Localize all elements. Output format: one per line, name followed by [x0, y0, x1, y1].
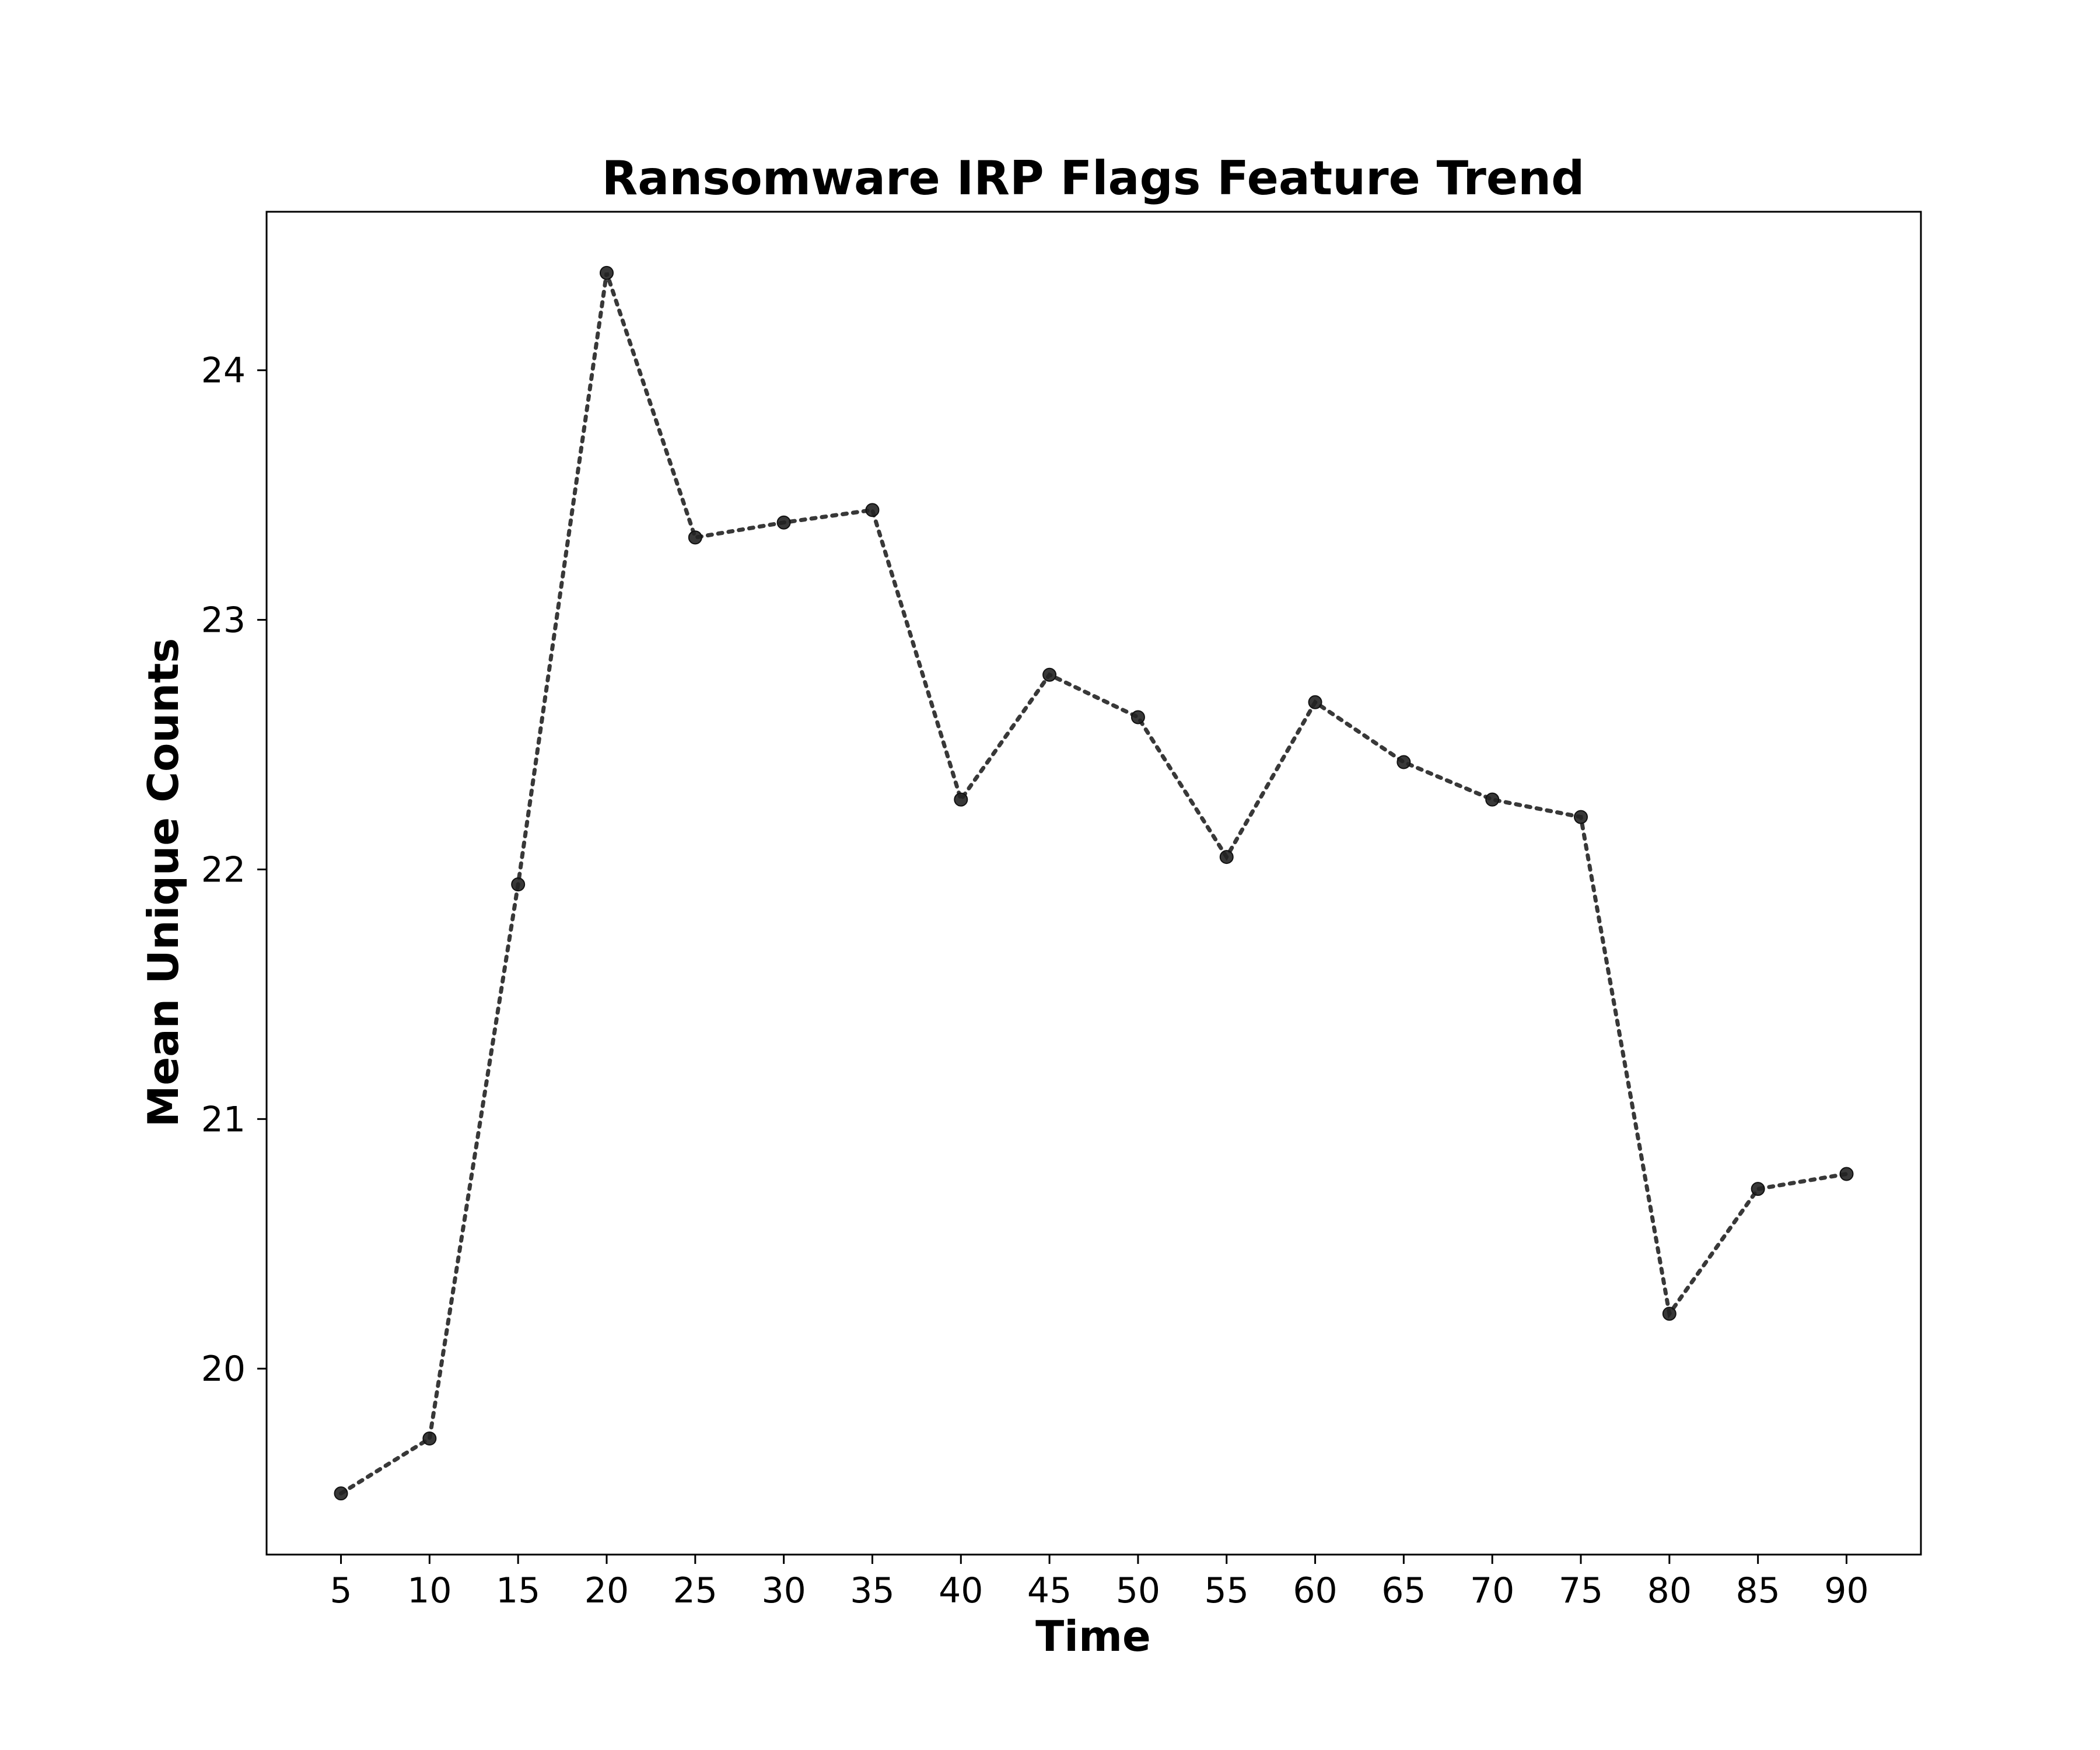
data-point	[511, 877, 526, 892]
x-tick-label: 10	[407, 1570, 452, 1611]
plot-area: 5 10 15 20 25 30 35 40 45 50 55 60 65 70 75 80 85 90 20 21 2…	[201, 265, 1869, 1611]
x-axis-label: Time	[1035, 1612, 1151, 1661]
x-tick-label: 40	[939, 1570, 983, 1611]
data-point	[776, 515, 791, 530]
data-point	[1485, 792, 1500, 807]
x-tick-label: 20	[584, 1570, 629, 1611]
x-tick-label: 85	[1735, 1570, 1780, 1611]
x-tick-label: 25	[673, 1570, 718, 1611]
series-line	[339, 272, 1849, 1496]
data-point	[1662, 1307, 1676, 1321]
chart-title: Ransomware IRP Flags Feature Trend	[602, 151, 1585, 205]
data-point	[1042, 667, 1057, 682]
data-point	[422, 1432, 437, 1446]
data-point	[334, 1486, 348, 1501]
plot-frame	[265, 211, 1922, 1556]
data-point	[1308, 695, 1322, 709]
y-tick-label: 20	[201, 1349, 246, 1390]
x-tick-label: 75	[1559, 1570, 1603, 1611]
data-point	[1130, 710, 1145, 724]
x-tick-label: 30	[761, 1570, 806, 1611]
data-point	[865, 503, 880, 517]
x-tick-label: 15	[496, 1570, 540, 1611]
data-point	[1219, 850, 1234, 864]
x-tick-label: 80	[1647, 1570, 1692, 1611]
x-tick-label: 5	[330, 1570, 352, 1611]
data-point	[954, 792, 968, 807]
y-axis-label: Mean Unique Counts	[139, 638, 188, 1128]
data-point	[599, 265, 614, 280]
data-point	[1574, 810, 1588, 824]
x-tick-label: 50	[1116, 1570, 1160, 1611]
x-tick-label: 60	[1293, 1570, 1337, 1611]
data-point	[1751, 1182, 1765, 1196]
data-point	[688, 530, 702, 545]
y-tick-label: 24	[201, 351, 246, 391]
x-tick-label: 35	[850, 1570, 894, 1611]
x-tick-label: 55	[1205, 1570, 1249, 1611]
x-tick-label: 65	[1381, 1570, 1426, 1611]
data-point	[1839, 1167, 1854, 1181]
y-tick-label: 23	[201, 600, 246, 641]
x-tick-label: 70	[1470, 1570, 1514, 1611]
x-tick-label: 45	[1027, 1570, 1072, 1611]
y-tick-label: 22	[201, 849, 246, 890]
x-tick-label: 90	[1824, 1570, 1868, 1611]
data-point	[1396, 755, 1411, 769]
y-tick-label: 21	[201, 1099, 246, 1140]
